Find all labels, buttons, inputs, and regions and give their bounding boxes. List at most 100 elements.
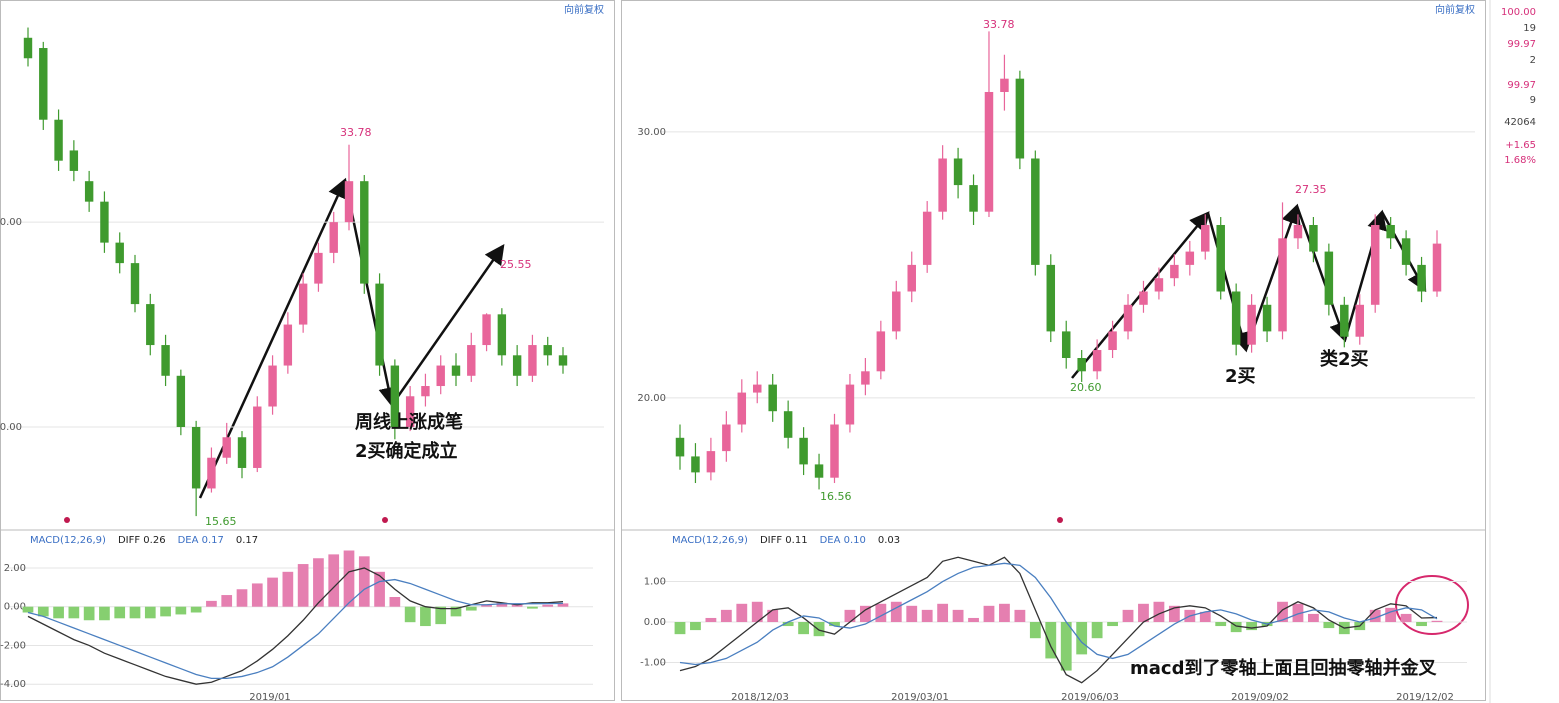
macd-bar	[1292, 603, 1304, 623]
y-tick-label: 1.00	[644, 577, 666, 588]
candle-body	[467, 345, 476, 376]
candle-body	[390, 365, 400, 427]
candle-body	[768, 384, 777, 412]
x-tick-label: 2019/01	[249, 692, 291, 703]
sidebar-value: 9	[1530, 95, 1536, 106]
candle-body	[54, 119, 63, 161]
candle-body	[1123, 304, 1133, 332]
candle-body	[421, 386, 430, 397]
candle-body	[1262, 304, 1272, 332]
macd-bar	[859, 605, 871, 623]
macd-line	[679, 562, 1438, 666]
macd-bar	[251, 583, 263, 607]
macd-bar	[1246, 622, 1258, 631]
macd-bar	[557, 603, 569, 607]
macd-bar	[968, 617, 979, 623]
candle-body	[953, 158, 963, 186]
macd-bar	[511, 604, 523, 607]
candle-body	[39, 48, 48, 120]
candle-body	[830, 424, 839, 478]
macd-bar	[190, 606, 202, 613]
candle-body	[23, 37, 33, 59]
candle-body	[1061, 331, 1071, 358]
candle-body	[543, 345, 552, 356]
price-mode: 向前复权	[1435, 3, 1475, 16]
macd-bar	[22, 606, 34, 613]
macd-bar	[1323, 622, 1335, 629]
candle-body	[1108, 331, 1117, 351]
annotation: 33.78	[983, 18, 1015, 31]
candle-body	[691, 456, 700, 473]
macd-line	[679, 556, 1438, 684]
candle-body	[1185, 251, 1195, 265]
macd-bar	[1045, 622, 1057, 659]
macd-bar	[1431, 620, 1443, 623]
candle-body	[497, 314, 507, 356]
annotation: 15.65	[205, 515, 237, 528]
macd-bar	[1230, 622, 1242, 633]
candle-body	[1278, 238, 1287, 332]
macd-bar	[1153, 601, 1165, 623]
macd-bar	[129, 606, 141, 619]
macd-bar	[221, 595, 233, 607]
candle-body	[1170, 264, 1179, 279]
macd-bar	[1168, 605, 1180, 623]
macd-bar	[343, 550, 355, 607]
annotation: 20.60	[1070, 381, 1102, 394]
marker-dot	[64, 517, 70, 523]
candle-body	[344, 181, 354, 223]
annotation: 2买确定成立	[355, 440, 458, 462]
sidebar-value: 99.97	[1507, 80, 1536, 91]
x-tick-label: 2018/12/03	[731, 692, 789, 703]
macd-bar	[1199, 611, 1211, 623]
candle-body	[1247, 304, 1256, 345]
macd-bar	[736, 603, 748, 623]
sidebar-value: 42064	[1504, 117, 1536, 128]
candle-body	[115, 242, 124, 264]
candle-body	[1401, 238, 1411, 265]
annotation: 27.35	[1295, 183, 1327, 196]
candle-body	[1077, 357, 1086, 372]
candle-body	[799, 437, 808, 465]
candle-body	[814, 464, 824, 478]
macd-bar	[114, 606, 126, 619]
candle-body	[907, 264, 916, 292]
candle-body	[861, 371, 870, 385]
marker-dot	[382, 517, 388, 523]
candle-body	[146, 304, 155, 346]
macd-bar	[99, 606, 110, 621]
y-tick-label: -2.00	[0, 640, 26, 651]
candle-body	[722, 424, 731, 452]
macd-bar	[952, 609, 964, 623]
annotation: 2买	[1225, 366, 1256, 387]
macd-header: DIFF 0.26	[118, 535, 166, 546]
candle-body	[283, 324, 293, 366]
macd-bar	[1277, 601, 1288, 623]
candle-body	[675, 437, 685, 457]
y-tick-label: 20.00	[637, 393, 666, 404]
macd-bar	[465, 606, 477, 611]
x-tick-label: 2019/12/02	[1396, 692, 1454, 703]
macd-bar	[813, 622, 825, 637]
candle-body	[984, 91, 994, 212]
macd-header: DEA 0.10	[820, 535, 866, 546]
macd-bar	[705, 617, 717, 623]
candle-body	[314, 252, 323, 284]
macd-bar	[937, 603, 949, 623]
candle-body	[329, 222, 338, 253]
macd-bar	[542, 604, 554, 607]
candle-body	[176, 375, 186, 427]
candle-body	[938, 158, 947, 212]
sidebar-value: +1.65	[1505, 140, 1536, 151]
price-mode: 向前复权	[564, 3, 604, 16]
candle-body	[752, 384, 762, 393]
macd-header: DEA 0.17	[178, 535, 224, 546]
macd-bar	[1215, 622, 1227, 627]
macd-bar	[297, 564, 309, 607]
sidebar-value: 2	[1530, 55, 1536, 66]
candle-body	[130, 263, 140, 305]
macd-bar	[751, 601, 763, 623]
macd-bar	[328, 554, 340, 607]
candle-body	[69, 150, 79, 171]
